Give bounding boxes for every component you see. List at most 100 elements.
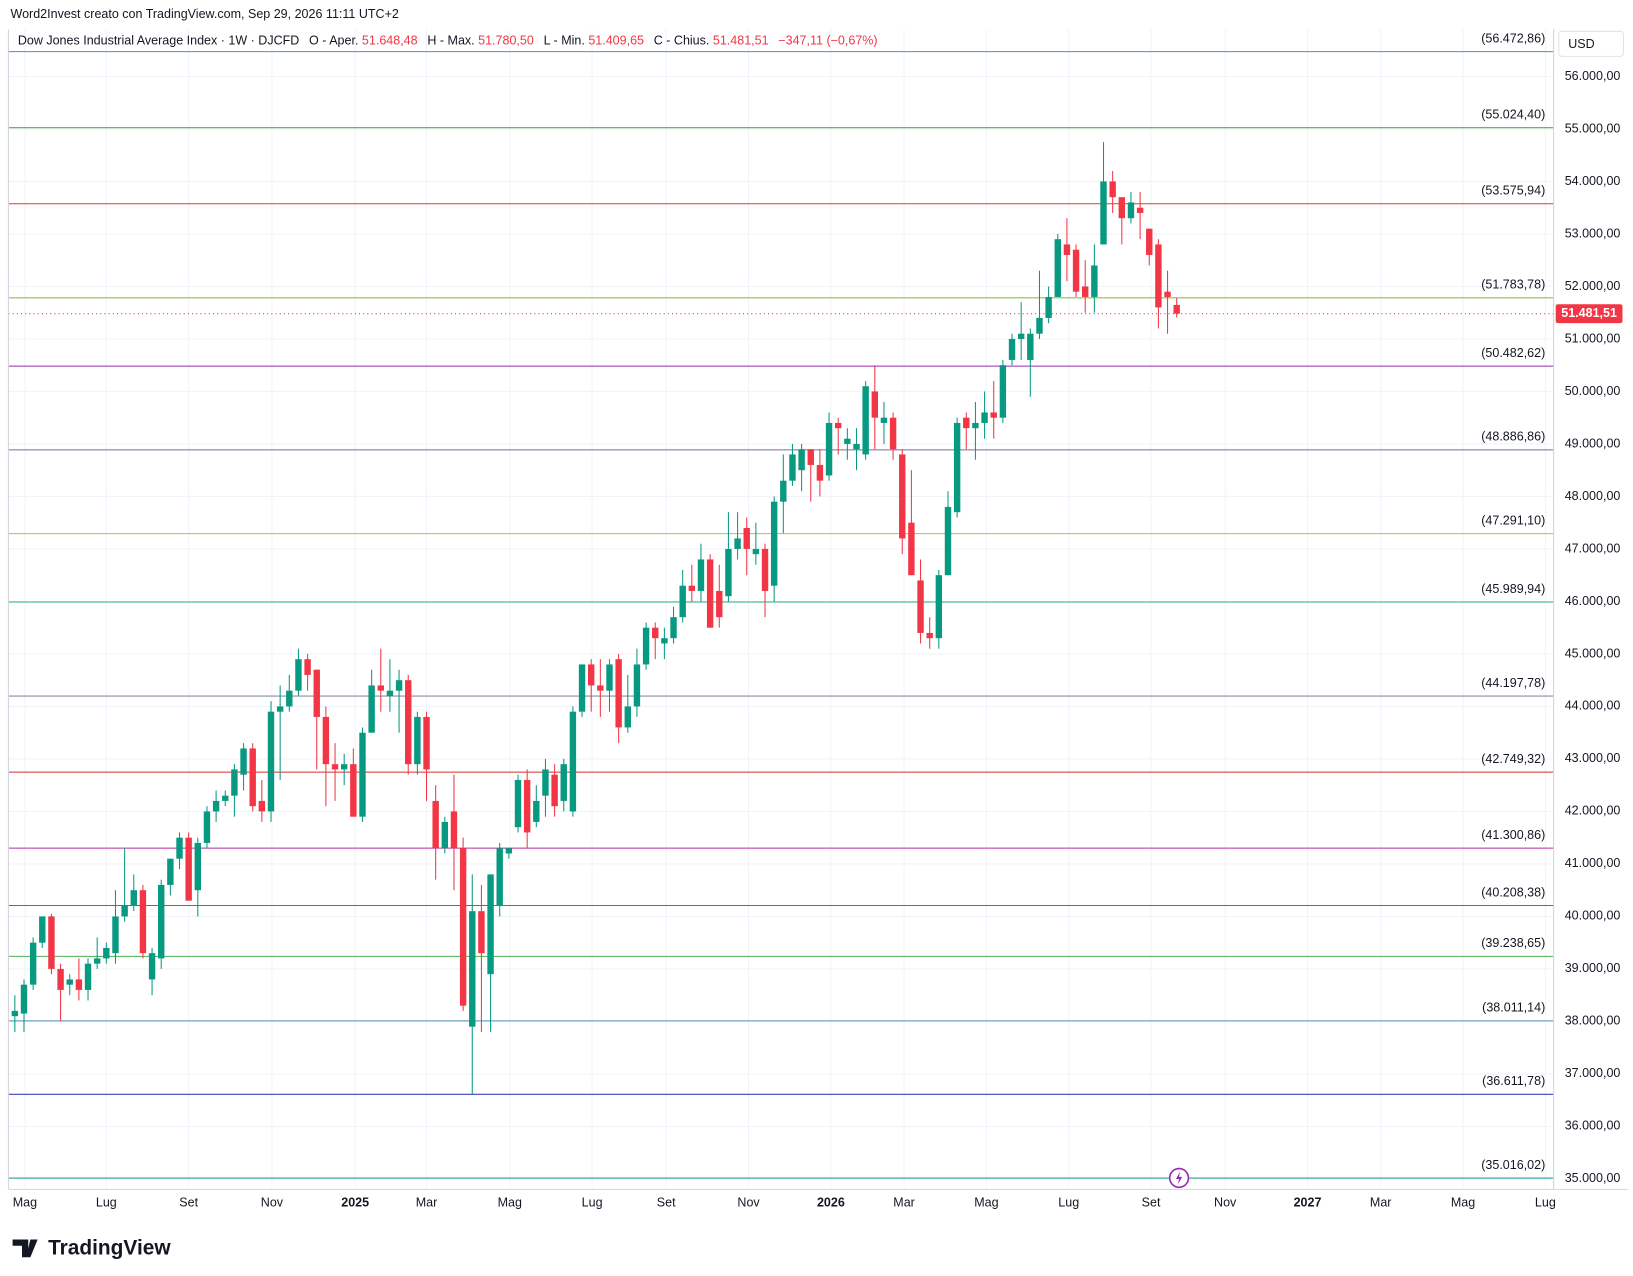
y-tick-label: 47.000,00 [1565, 541, 1621, 555]
legend-change: −347,11 (−0,67%) [778, 34, 877, 48]
candle-body [780, 480, 787, 502]
candle-body [670, 617, 677, 639]
level-label: (35.016,02) [1481, 1158, 1545, 1172]
logo-text[interactable]: TradingView [48, 1236, 171, 1259]
legend-open-value: 51.648,48 [362, 34, 418, 48]
candle-body [1164, 291, 1171, 297]
candle-body [11, 1010, 19, 1017]
candle-body [679, 585, 686, 618]
candle-body [331, 764, 339, 770]
candle-body [459, 848, 467, 1006]
candle-body [377, 685, 384, 691]
candle-body [990, 412, 997, 418]
x-tick-label: Set [657, 1195, 676, 1209]
candle-body [798, 449, 805, 471]
candle-body [432, 800, 439, 849]
y-tick-label: 38.000,00 [1565, 1014, 1621, 1028]
candle-body [652, 627, 659, 639]
candle-body [706, 559, 714, 628]
candle-body [48, 916, 55, 969]
candle-body [386, 690, 394, 696]
currency[interactable]: USD [1568, 37, 1594, 51]
x-tick-label: Mag [1451, 1195, 1475, 1209]
candle-body [267, 711, 275, 812]
y-tick-label: 48.000,00 [1565, 489, 1621, 503]
level-label: (51.783,78) [1481, 278, 1545, 292]
candle-body [258, 800, 266, 812]
candle-body [1063, 244, 1071, 255]
x-tick-label: Mag [498, 1195, 522, 1209]
candle-body [578, 664, 586, 712]
level-label: (47.291,10) [1481, 513, 1545, 527]
candle-body [487, 874, 494, 975]
candle-body [1036, 317, 1043, 334]
candle-body [340, 764, 348, 770]
x-tick-label: Lug [1058, 1195, 1079, 1209]
candle-body [405, 680, 412, 765]
candle-body [276, 706, 284, 712]
candle-body [716, 590, 723, 618]
level-label: (56.472,86) [1481, 31, 1545, 45]
candle-body [368, 685, 375, 733]
candle-body [203, 811, 211, 843]
candle-body [963, 417, 970, 429]
x-tick-label: Nov [261, 1195, 284, 1209]
candle-body [661, 638, 668, 644]
x-tick-label: Mar [1370, 1195, 1392, 1209]
candle-body [844, 438, 851, 444]
x-tick-label: 2027 [1294, 1195, 1322, 1209]
candle-body [908, 522, 915, 576]
candle-body [231, 769, 238, 796]
legend-low-value: 51.409,65 [588, 34, 644, 48]
axis-layer: 35.000,00 36.000,00 37.000,00 38.000,00 39.0… [7, 29, 1628, 1209]
candle-body [889, 417, 897, 450]
level-label: (50.482,62) [1481, 346, 1545, 360]
candle-body [57, 968, 64, 990]
logo[interactable]: TradingView [12, 1236, 172, 1259]
candle-body [935, 575, 943, 639]
y-tick-label: 54.000,00 [1565, 174, 1621, 188]
legend: Dow Jones Industrial Average Index · 1W … [18, 34, 878, 48]
level-label: (40.208,38) [1481, 885, 1545, 899]
candle-body [1045, 296, 1052, 318]
legend-high-value: 51.780,50 [478, 34, 534, 48]
alert-icon[interactable] [1168, 1167, 1190, 1189]
candle-body [825, 422, 833, 476]
candle-body [917, 580, 924, 633]
candle-body [1109, 181, 1116, 198]
candle-body [789, 454, 796, 481]
x-tick-label: Set [1142, 1195, 1161, 1209]
candle-body [395, 680, 403, 691]
candle-body [880, 417, 888, 423]
legend-title: Dow Jones Industrial Average Index · 1W … [18, 34, 299, 48]
candle-body [167, 858, 174, 885]
level-layer: (56.472,86) (55.024,40) (53.575,94) (51.783… [8, 31, 1554, 1179]
candle-body [1100, 181, 1107, 245]
candle-body [322, 716, 330, 765]
candle-body [423, 716, 430, 770]
candle-body [587, 664, 595, 686]
y-tick-label: 50.000,00 [1565, 384, 1621, 398]
y-tick-label: 43.000,00 [1565, 751, 1621, 765]
candle-body [816, 464, 824, 481]
candle-body [688, 585, 696, 591]
currency-box[interactable] [1558, 30, 1625, 57]
candle-body [93, 958, 101, 964]
y-tick-label: 35.000,00 [1565, 1171, 1621, 1185]
candle-body [75, 979, 83, 990]
candle-layer [11, 142, 1180, 1095]
candle-body [1091, 265, 1098, 297]
y-tick-label: 40.000,00 [1565, 909, 1621, 923]
candle-body [725, 548, 732, 597]
candle-body [1173, 304, 1180, 314]
candle-body [853, 443, 860, 450]
candle-body [999, 365, 1007, 418]
candle-body [148, 953, 156, 980]
candle-body [981, 412, 988, 423]
candle-body [514, 779, 522, 828]
candle-body [1027, 333, 1034, 360]
level-label: (38.011,14) [1482, 1001, 1545, 1015]
candle-body [835, 422, 842, 429]
candle-body [1082, 286, 1089, 297]
